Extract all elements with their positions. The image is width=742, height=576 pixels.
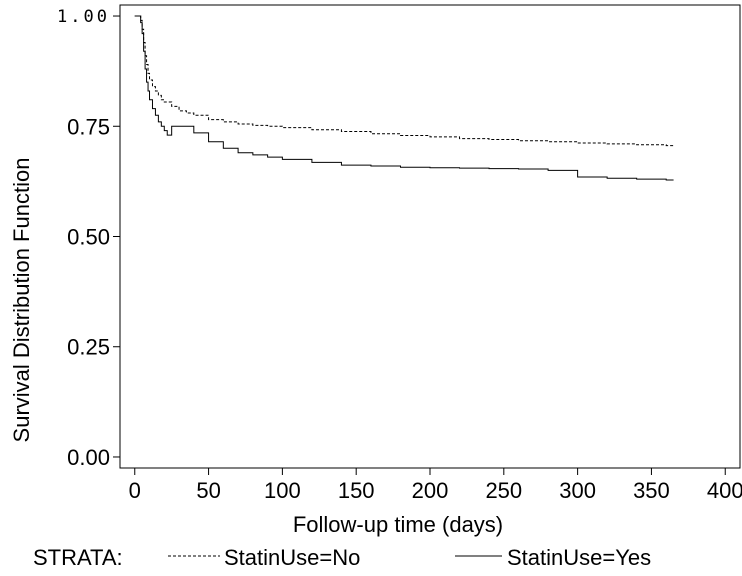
- y-tick-label: 0.50: [67, 225, 110, 250]
- x-tick-label: 50: [196, 478, 220, 503]
- x-tick-label: 100: [264, 478, 301, 503]
- x-tick-label: 250: [485, 478, 522, 503]
- x-axis-title: Follow-up time (days): [293, 512, 503, 537]
- x-tick-label: 150: [338, 478, 375, 503]
- x-tick-label: 0: [129, 478, 141, 503]
- series-layer: [135, 16, 674, 180]
- series-line-statinuse-yes: [135, 16, 674, 180]
- x-tick-label: 200: [412, 478, 449, 503]
- x-tick-label: 300: [559, 478, 596, 503]
- plot-frame: [120, 5, 740, 468]
- y-tick-label: 0.25: [67, 335, 110, 360]
- x-axis: 0 50 100 150 200 250 300 350 400: [129, 468, 742, 503]
- x-tick-label: 400: [707, 478, 742, 503]
- legend-label-statinuse-no: StatinUse=No: [224, 545, 360, 570]
- legend-label-statinuse-yes: StatinUse=Yes: [507, 545, 651, 570]
- y-axis-title: Survival Distribution Function: [9, 158, 34, 443]
- series-line-statinuse-no: [135, 16, 674, 146]
- y-tick-label: 0.75: [67, 114, 110, 139]
- legend-title: STRATA:: [33, 545, 123, 570]
- y-axis: 0.00 0.25 0.50 0.75 1.00: [57, 7, 120, 470]
- y-tick-label: 0.00: [67, 445, 110, 470]
- x-tick-label: 350: [633, 478, 670, 503]
- y-tick-label: 1.00: [57, 7, 110, 27]
- legend: STRATA: StatinUse=No StatinUse=Yes: [33, 545, 651, 570]
